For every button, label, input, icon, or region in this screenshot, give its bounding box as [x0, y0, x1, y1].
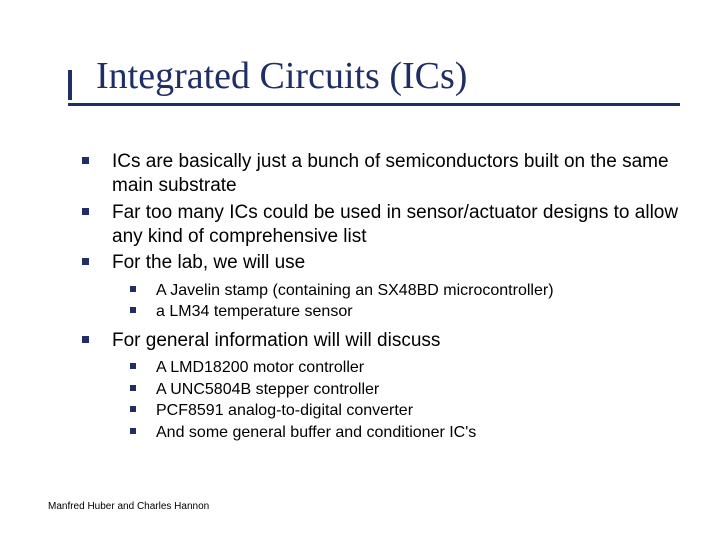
list-item-text: For general information will will discus…	[112, 330, 440, 351]
list-item: a LM34 temperature sensor	[130, 301, 680, 323]
square-bullet-icon	[82, 258, 89, 265]
sub-bullet-list: A Javelin stamp (containing an SX48BD mi…	[112, 280, 680, 323]
list-item: And some general buffer and conditioner …	[130, 422, 680, 444]
list-item-text: a LM34 temperature sensor	[156, 303, 353, 320]
list-item-text: ICs are basically just a bunch of semico…	[112, 151, 669, 196]
square-bullet-icon	[130, 363, 136, 369]
list-item: For general information will will discus…	[82, 329, 680, 444]
square-bullet-icon	[130, 307, 136, 313]
list-item: PCF8591 analog-to-digital converter	[130, 400, 680, 422]
list-item-text: PCF8591 analog-to-digital converter	[156, 402, 413, 419]
square-bullet-icon	[82, 208, 89, 215]
list-item: ICs are basically just a bunch of semico…	[82, 150, 680, 199]
list-item: Far too many ICs could be used in sensor…	[82, 201, 680, 250]
list-item: A LMD18200 motor controller	[130, 357, 680, 379]
list-item-text: A LMD18200 motor controller	[156, 359, 364, 376]
list-item-text: A Javelin stamp (containing an SX48BD mi…	[156, 282, 554, 299]
sub-bullet-list: A LMD18200 motor controller A UNC5804B s…	[112, 357, 680, 443]
list-item-text: For the lab, we will use	[112, 252, 305, 273]
title-underline	[68, 103, 680, 106]
slide-body: ICs are basically just a bunch of semico…	[82, 150, 680, 449]
square-bullet-icon	[130, 428, 136, 434]
list-item: For the lab, we will use A Javelin stamp…	[82, 251, 680, 323]
slide-title: Integrated Circuits (ICs)	[68, 56, 680, 104]
slide: Integrated Circuits (ICs) ICs are basica…	[0, 0, 720, 540]
square-bullet-icon	[130, 385, 136, 391]
bullet-list: ICs are basically just a bunch of semico…	[82, 150, 680, 443]
list-item-text: Far too many ICs could be used in sensor…	[112, 202, 678, 247]
list-item-text: And some general buffer and conditioner …	[156, 424, 476, 441]
title-region: Integrated Circuits (ICs)	[68, 56, 680, 104]
slide-footer: Manfred Huber and Charles Hannon	[48, 501, 209, 512]
square-bullet-icon	[82, 157, 89, 164]
title-vertical-rule	[68, 70, 72, 100]
list-item: A Javelin stamp (containing an SX48BD mi…	[130, 280, 680, 302]
list-item: A UNC5804B stepper controller	[130, 379, 680, 401]
list-item-text: A UNC5804B stepper controller	[156, 381, 379, 398]
square-bullet-icon	[130, 286, 136, 292]
square-bullet-icon	[82, 336, 89, 343]
square-bullet-icon	[130, 406, 136, 412]
